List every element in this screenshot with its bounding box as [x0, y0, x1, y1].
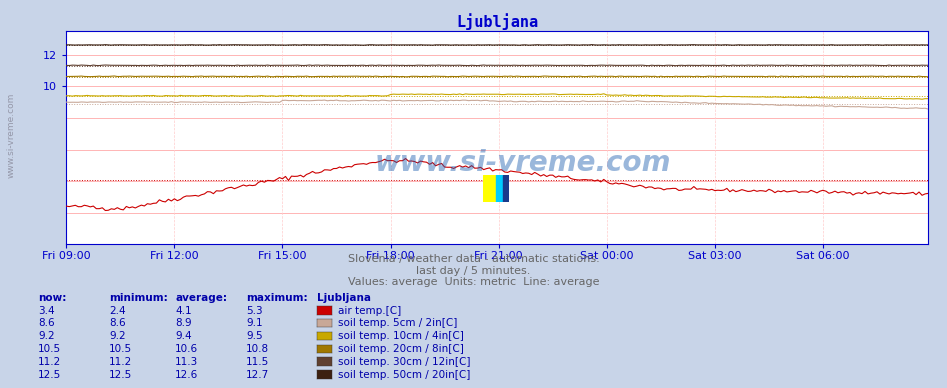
Text: 9.1: 9.1	[246, 318, 263, 328]
Text: soil temp. 30cm / 12in[C]: soil temp. 30cm / 12in[C]	[338, 357, 471, 367]
Text: maximum:: maximum:	[246, 293, 308, 303]
Text: 8.6: 8.6	[38, 318, 55, 328]
Text: soil temp. 10cm / 4in[C]: soil temp. 10cm / 4in[C]	[338, 331, 464, 341]
Text: 2.4: 2.4	[109, 305, 126, 315]
Text: last day / 5 minutes.: last day / 5 minutes.	[417, 265, 530, 275]
Text: 9.4: 9.4	[175, 331, 192, 341]
Text: 4.1: 4.1	[175, 305, 192, 315]
Text: 12.7: 12.7	[246, 369, 270, 379]
Text: 9.2: 9.2	[109, 331, 126, 341]
Text: average:: average:	[175, 293, 227, 303]
Polygon shape	[496, 175, 503, 202]
Text: 5.3: 5.3	[246, 305, 263, 315]
Text: 10.6: 10.6	[175, 344, 198, 354]
Text: 11.5: 11.5	[246, 357, 270, 367]
Text: 10.5: 10.5	[38, 344, 61, 354]
Text: 8.9: 8.9	[175, 318, 192, 328]
Text: 12.5: 12.5	[38, 369, 62, 379]
Text: 9.2: 9.2	[38, 331, 55, 341]
Text: 11.3: 11.3	[175, 357, 199, 367]
Text: 10.5: 10.5	[109, 344, 132, 354]
Text: Slovenia / weather data - automatic stations.: Slovenia / weather data - automatic stat…	[348, 254, 599, 264]
Text: 11.2: 11.2	[38, 357, 62, 367]
Text: Values: average  Units: metric  Line: average: Values: average Units: metric Line: aver…	[348, 277, 599, 287]
Text: 9.5: 9.5	[246, 331, 263, 341]
Polygon shape	[503, 175, 509, 202]
Text: 12.6: 12.6	[175, 369, 199, 379]
Text: 8.6: 8.6	[109, 318, 126, 328]
Text: minimum:: minimum:	[109, 293, 168, 303]
Text: 12.5: 12.5	[109, 369, 133, 379]
Text: now:: now:	[38, 293, 66, 303]
Text: soil temp. 5cm / 2in[C]: soil temp. 5cm / 2in[C]	[338, 318, 457, 328]
Polygon shape	[483, 175, 496, 202]
Text: Ljubljana: Ljubljana	[317, 293, 371, 303]
Text: soil temp. 20cm / 8in[C]: soil temp. 20cm / 8in[C]	[338, 344, 464, 354]
Text: soil temp. 50cm / 20in[C]: soil temp. 50cm / 20in[C]	[338, 369, 471, 379]
Text: www.si-vreme.com: www.si-vreme.com	[7, 93, 16, 178]
Text: 11.2: 11.2	[109, 357, 133, 367]
Text: air temp.[C]: air temp.[C]	[338, 305, 402, 315]
Title: Ljubljana: Ljubljana	[456, 13, 538, 30]
Text: 10.8: 10.8	[246, 344, 269, 354]
Text: 3.4: 3.4	[38, 305, 55, 315]
Text: www.si-vreme.com: www.si-vreme.com	[375, 149, 671, 177]
